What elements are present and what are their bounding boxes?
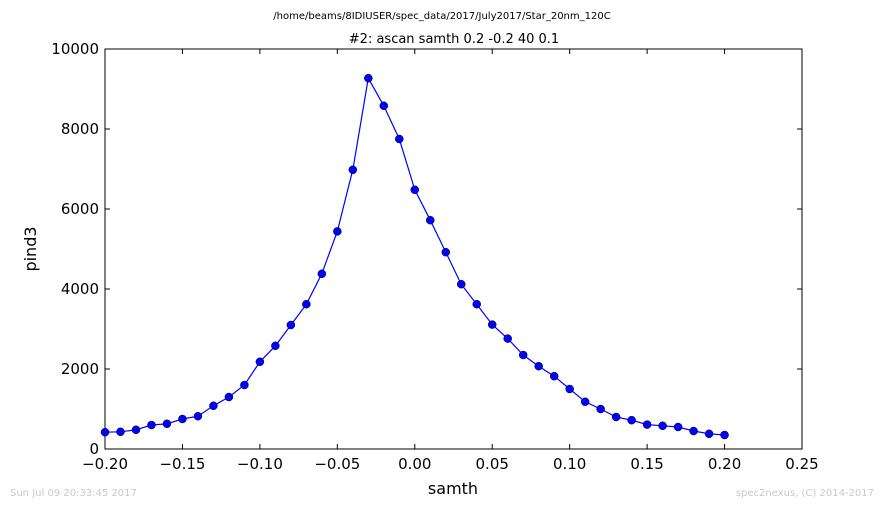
- y-tick-label: 8000: [61, 120, 99, 138]
- data-point: [426, 215, 435, 225]
- file-path-title: /home/beams/8IDIUSER/spec_data/2017/July…: [273, 11, 610, 22]
- data-point: [580, 397, 590, 407]
- data-point: [193, 411, 203, 421]
- x-tick-label: 0.05: [476, 455, 509, 473]
- credit-text: spec2nexus, (C) 2014-2017: [735, 488, 874, 499]
- data-point: [240, 380, 249, 390]
- data-point: [611, 412, 621, 422]
- data-point: [131, 425, 141, 435]
- data-point: [224, 392, 234, 402]
- data-point: [162, 419, 172, 429]
- y-axis-ticks: 0 2000 4000 6000 8000 10000: [51, 40, 802, 458]
- data-point: [534, 361, 543, 371]
- data-point: [286, 320, 296, 330]
- x-tick-label: −0.15: [159, 455, 205, 473]
- x-tick-label: 0.15: [630, 455, 663, 473]
- data-point: [658, 421, 667, 431]
- chart-title: #2: ascan samth 0.2 -0.2 40 0.1: [349, 32, 559, 47]
- data-point: [333, 227, 342, 236]
- data-point: [472, 299, 481, 309]
- data-point: [348, 165, 358, 175]
- data-point: [627, 415, 636, 425]
- data-point: [364, 73, 373, 83]
- data-point: [379, 101, 389, 111]
- data-point: [441, 247, 451, 257]
- x-tick-label: −0.10: [237, 455, 283, 473]
- data-point: [642, 420, 652, 429]
- y-tick-label: 4000: [61, 280, 99, 298]
- timestamp: Sun Jul 09 20:33:45 2017: [10, 488, 137, 499]
- data-point: [487, 320, 497, 329]
- data-point: [596, 404, 605, 414]
- data-point: [302, 299, 311, 309]
- data-point: [456, 279, 466, 289]
- plot-frame: [104, 48, 803, 450]
- x-tick-label: 0.25: [785, 455, 818, 473]
- data-point: [116, 427, 125, 437]
- data-point: [518, 350, 528, 360]
- x-axis-label: samth: [428, 479, 478, 498]
- data-point: [147, 420, 156, 430]
- data-point: [720, 430, 729, 440]
- data-point: [704, 429, 714, 439]
- data-point: [100, 427, 110, 437]
- data-point: [565, 384, 574, 394]
- data-markers: [100, 73, 729, 440]
- data-point: [503, 334, 512, 343]
- x-axis-ticks: −0.20 −0.15 −0.10 −0.05 0.00 0.05 0.10 0.15 0.20…: [82, 49, 819, 473]
- data-point: [178, 414, 187, 424]
- y-axis-label: pind3: [21, 226, 40, 271]
- data-point: [271, 341, 280, 351]
- x-tick-label: 0.10: [553, 455, 586, 473]
- data-point: [673, 422, 683, 432]
- data-point: [689, 426, 698, 436]
- data-point: [395, 134, 404, 144]
- data-point: [549, 371, 559, 381]
- y-tick-label: 10000: [51, 40, 99, 58]
- data-point: [317, 269, 327, 279]
- data-point: [410, 185, 420, 195]
- y-tick-label: 2000: [61, 360, 99, 378]
- x-tick-label: 0.00: [398, 455, 431, 473]
- x-tick-label: 0.20: [708, 455, 741, 473]
- x-tick-label: −0.05: [314, 455, 360, 473]
- data-point: [209, 401, 218, 411]
- y-tick-label: 6000: [61, 200, 99, 218]
- data-point: [255, 357, 265, 367]
- y-tick-label: 0: [89, 440, 99, 458]
- series-line: [104, 76, 725, 436]
- x-tick-label: −0.20: [82, 455, 128, 473]
